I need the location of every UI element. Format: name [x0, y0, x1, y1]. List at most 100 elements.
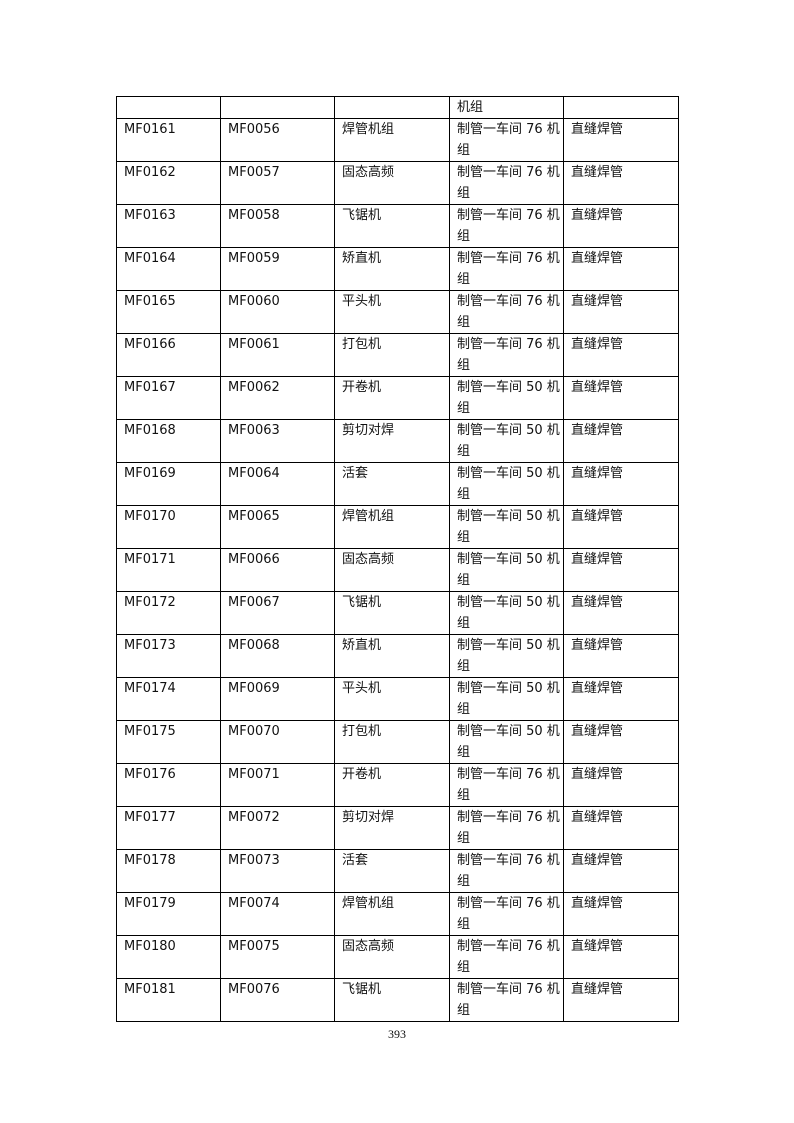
- table-row: MF0166 MF0061 打包机 制管一车间 76 机组 直缝焊管: [116, 333, 679, 377]
- asset-code-cell: MF0167: [116, 376, 221, 420]
- equipment-code-cell: MF0072: [220, 806, 335, 850]
- equipment-code-cell: MF0076: [220, 978, 335, 1022]
- equipment-code-cell: MF0065: [220, 505, 335, 549]
- table-row: MF0179 MF0074 焊管机组 制管一车间 76 机组 直缝焊管: [116, 892, 679, 936]
- category-cell: 直缝焊管: [563, 849, 679, 893]
- table-row: MF0171 MF0066 固态高频 制管一车间 50 机组 直缝焊管: [116, 548, 679, 592]
- category-cell: 直缝焊管: [563, 806, 679, 850]
- asset-code-cell: MF0171: [116, 548, 221, 592]
- location-cell: 制管一车间 50 机组: [449, 591, 564, 635]
- location-cell: 制管一车间 50 机组: [449, 505, 564, 549]
- table-row: MF0181 MF0076 飞锯机 制管一车间 76 机组 直缝焊管: [116, 978, 679, 1022]
- category-cell: 直缝焊管: [563, 677, 679, 721]
- category-cell: 直缝焊管: [563, 118, 679, 162]
- category-cell: 直缝焊管: [563, 591, 679, 635]
- equipment-name-cell: 焊管机组: [334, 505, 450, 549]
- asset-code-cell: MF0175: [116, 720, 221, 764]
- location-cell: 制管一车间 76 机组: [449, 333, 564, 377]
- equipment-name-cell: 活套: [334, 849, 450, 893]
- equipment-name-cell: 飞锯机: [334, 204, 450, 248]
- page-number: 393: [388, 1027, 406, 1041]
- category-cell: 直缝焊管: [563, 462, 679, 506]
- category-cell: 直缝焊管: [563, 290, 679, 334]
- table-row: MF0168 MF0063 剪切对焊 制管一车间 50 机组 直缝焊管: [116, 419, 679, 463]
- asset-code-cell: MF0177: [116, 806, 221, 850]
- equipment-code-cell: MF0073: [220, 849, 335, 893]
- asset-code-cell: [116, 96, 221, 119]
- equipment-code-cell: MF0066: [220, 548, 335, 592]
- asset-code-cell: MF0170: [116, 505, 221, 549]
- equipment-code-cell: MF0062: [220, 376, 335, 420]
- equipment-code-cell: MF0069: [220, 677, 335, 721]
- asset-code-cell: MF0166: [116, 333, 221, 377]
- equipment-name-cell: 矫直机: [334, 634, 450, 678]
- table-row: MF0162 MF0057 固态高频 制管一车间 76 机组 直缝焊管: [116, 161, 679, 205]
- asset-code-cell: MF0162: [116, 161, 221, 205]
- category-cell: 直缝焊管: [563, 548, 679, 592]
- equipment-name-cell: [334, 96, 450, 119]
- location-cell: 制管一车间 76 机组: [449, 118, 564, 162]
- table-row: MF0180 MF0075 固态高频 制管一车间 76 机组 直缝焊管: [116, 935, 679, 979]
- equipment-table: 机组 MF0161 MF0056 焊管机组 制管一车间 76 机组 直缝焊管 MF0162 M…: [116, 96, 679, 1022]
- equipment-code-cell: MF0057: [220, 161, 335, 205]
- equipment-code-cell: MF0068: [220, 634, 335, 678]
- location-cell: 制管一车间 50 机组: [449, 548, 564, 592]
- equipment-code-cell: MF0071: [220, 763, 335, 807]
- location-cell: 制管一车间 50 机组: [449, 634, 564, 678]
- location-cell: 制管一车间 76 机组: [449, 806, 564, 850]
- equipment-name-cell: 焊管机组: [334, 118, 450, 162]
- equipment-name-cell: 平头机: [334, 290, 450, 334]
- asset-code-cell: MF0169: [116, 462, 221, 506]
- equipment-code-cell: MF0061: [220, 333, 335, 377]
- equipment-name-cell: 开卷机: [334, 763, 450, 807]
- location-cell: 制管一车间 50 机组: [449, 677, 564, 721]
- equipment-name-cell: 开卷机: [334, 376, 450, 420]
- asset-code-cell: MF0168: [116, 419, 221, 463]
- category-cell: 直缝焊管: [563, 720, 679, 764]
- asset-code-cell: MF0173: [116, 634, 221, 678]
- category-cell: [563, 96, 679, 119]
- asset-code-cell: MF0164: [116, 247, 221, 291]
- equipment-name-cell: 固态高频: [334, 161, 450, 205]
- table-row: MF0163 MF0058 飞锯机 制管一车间 76 机组 直缝焊管: [116, 204, 679, 248]
- table-row: MF0172 MF0067 飞锯机 制管一车间 50 机组 直缝焊管: [116, 591, 679, 635]
- equipment-code-cell: MF0070: [220, 720, 335, 764]
- location-cell: 制管一车间 76 机组: [449, 763, 564, 807]
- category-cell: 直缝焊管: [563, 376, 679, 420]
- asset-code-cell: MF0176: [116, 763, 221, 807]
- asset-code-cell: MF0181: [116, 978, 221, 1022]
- table-row: MF0164 MF0059 矫直机 制管一车间 76 机组 直缝焊管: [116, 247, 679, 291]
- equipment-name-cell: 飞锯机: [334, 591, 450, 635]
- asset-code-cell: MF0161: [116, 118, 221, 162]
- category-cell: 直缝焊管: [563, 419, 679, 463]
- table-row: MF0161 MF0056 焊管机组 制管一车间 76 机组 直缝焊管: [116, 118, 679, 162]
- equipment-code-cell: MF0056: [220, 118, 335, 162]
- location-cell: 制管一车间 76 机组: [449, 204, 564, 248]
- equipment-code-cell: [220, 96, 335, 119]
- equipment-name-cell: 飞锯机: [334, 978, 450, 1022]
- category-cell: 直缝焊管: [563, 204, 679, 248]
- location-cell: 机组: [449, 96, 564, 119]
- equipment-name-cell: 打包机: [334, 720, 450, 764]
- location-cell: 制管一车间 50 机组: [449, 720, 564, 764]
- table-row: MF0178 MF0073 活套 制管一车间 76 机组 直缝焊管: [116, 849, 679, 893]
- table-row: MF0177 MF0072 剪切对焊 制管一车间 76 机组 直缝焊管: [116, 806, 679, 850]
- equipment-code-cell: MF0075: [220, 935, 335, 979]
- asset-code-cell: MF0179: [116, 892, 221, 936]
- equipment-name-cell: 焊管机组: [334, 892, 450, 936]
- category-cell: 直缝焊管: [563, 333, 679, 377]
- asset-code-cell: MF0172: [116, 591, 221, 635]
- equipment-name-cell: 剪切对焊: [334, 806, 450, 850]
- equipment-name-cell: 平头机: [334, 677, 450, 721]
- equipment-code-cell: MF0059: [220, 247, 335, 291]
- category-cell: 直缝焊管: [563, 763, 679, 807]
- equipment-name-cell: 矫直机: [334, 247, 450, 291]
- category-cell: 直缝焊管: [563, 892, 679, 936]
- table-row-continuation: 机组: [116, 96, 679, 119]
- location-cell: 制管一车间 76 机组: [449, 935, 564, 979]
- location-cell: 制管一车间 50 机组: [449, 376, 564, 420]
- table-row: MF0167 MF0062 开卷机 制管一车间 50 机组 直缝焊管: [116, 376, 679, 420]
- category-cell: 直缝焊管: [563, 247, 679, 291]
- asset-code-cell: MF0180: [116, 935, 221, 979]
- table-row: MF0176 MF0071 开卷机 制管一车间 76 机组 直缝焊管: [116, 763, 679, 807]
